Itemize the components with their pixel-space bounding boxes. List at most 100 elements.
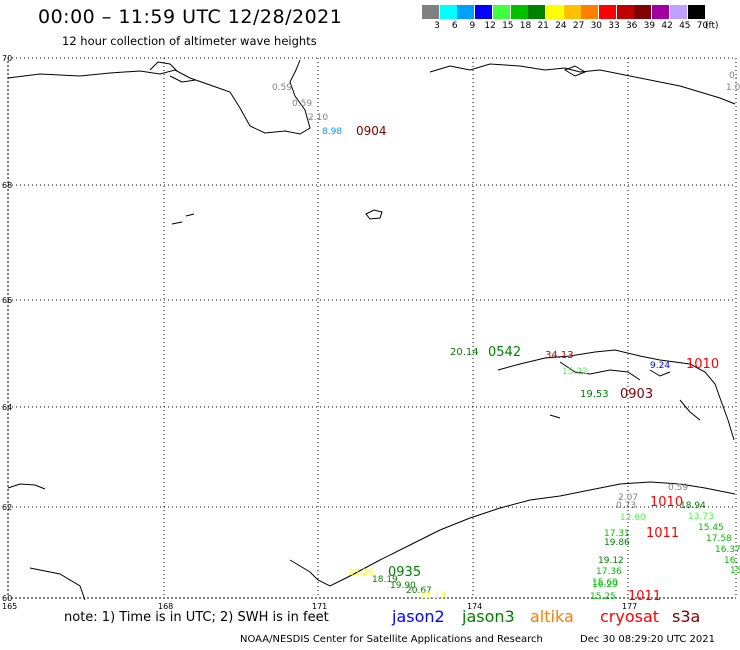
wave-height-label: 0.59 — [272, 83, 292, 93]
scale-tick-label: 70 — [696, 21, 709, 31]
wave-height-label: 17.58 — [706, 534, 732, 544]
wave-height-label: 1010 — [650, 495, 683, 510]
wave-height-label: 0.59 — [668, 483, 688, 493]
scale-swatch — [581, 5, 599, 19]
scale-tick-label: 30 — [590, 21, 603, 31]
island-islet-b — [185, 213, 195, 217]
scale-tick-label: 45 — [679, 21, 691, 31]
wave-height-label: 19.53 — [580, 389, 609, 400]
legend-jason2: jason2 — [392, 607, 445, 626]
scale-tick-label: 39 — [643, 21, 656, 31]
footnote: note: 1) Time is in UTC; 2) SWH is in fe… — [64, 610, 329, 625]
scale-tick-label: 24 — [555, 21, 567, 31]
wave-height-label: 15.60 — [592, 578, 618, 588]
scale-swatch — [422, 5, 439, 19]
scale-swatch — [652, 5, 670, 19]
scale-tick-label: 18 — [519, 21, 532, 31]
timestamp: Dec 30 08:29:20 UTC 2021 — [580, 634, 715, 645]
scale-unit: (ft) — [705, 21, 719, 31]
wave-height-label: 20.14 — [450, 347, 479, 358]
wave-height-label: 0904 — [356, 124, 387, 138]
scale-swatch — [528, 5, 546, 19]
wave-height-label: 17.36 — [596, 567, 622, 577]
scale-tick-label: 42 — [661, 21, 673, 31]
scale-swatch — [687, 5, 705, 19]
wave-height-label: 16. — [724, 556, 738, 566]
wave-height-label: 0. — [729, 71, 738, 81]
wave-height-label: 19.90 — [390, 581, 416, 591]
latitude-label: 68 — [2, 181, 12, 190]
map-subtitle: 12 hour collection of altimeter wave hei… — [62, 34, 317, 48]
scale-swatch — [510, 5, 528, 19]
wave-height-label: 0903 — [620, 387, 653, 402]
scale-swatch — [545, 5, 563, 19]
legend-jason3: jason3 — [462, 607, 515, 626]
scale-swatch — [669, 5, 687, 19]
wave-height-label: 13.73 — [688, 512, 714, 522]
wave-height-label: 15.22 — [562, 367, 588, 377]
wave-height-label: 18.19 — [372, 575, 398, 585]
scale-swatch — [616, 5, 634, 19]
coastline-seward — [497, 349, 735, 441]
scale-tick-label: 21 — [537, 21, 549, 31]
scale-swatch — [599, 5, 616, 19]
scale-tick-label: 12 — [484, 21, 496, 31]
coastline-chukotka — [7, 59, 311, 135]
latitude-label: 60 — [2, 594, 12, 603]
legend-altika: altika — [530, 607, 574, 626]
map-frame — [7, 57, 737, 599]
coastline-norton — [549, 399, 701, 421]
scale-tick-label: 3 — [434, 21, 440, 31]
wave-height-label: 1011 — [646, 526, 679, 541]
scale-swatch — [439, 5, 457, 19]
island-small — [563, 65, 587, 77]
wave-height-label: 19.12 — [598, 556, 624, 566]
scale-tick-label: 6 — [451, 21, 458, 31]
island-st-lawrence-west — [365, 209, 383, 220]
legend-cryosat: cryosat — [600, 607, 660, 626]
scale-tick-label: 33 — [608, 21, 620, 31]
latitude-label: 62 — [2, 503, 12, 512]
scale-tick-label: 15 — [502, 21, 514, 31]
scale-swatch — [475, 5, 493, 19]
wave-height-label: 1010 — [686, 357, 719, 372]
coastline-alaska-north — [429, 63, 736, 105]
wave-height-label: 1.0 — [726, 83, 740, 93]
longitude-label: 177 — [622, 602, 637, 611]
latitude-label: 66 — [2, 296, 12, 305]
scale-tick-label: 27 — [572, 21, 585, 31]
wave-height-label: 8.98 — [322, 127, 342, 137]
coastlines — [7, 59, 736, 601]
wave-height-label: 23.26 — [348, 568, 374, 578]
wave-height-label: 0.59 — [292, 99, 312, 109]
wave-height-label: 15 — [730, 566, 740, 576]
latitude-label: 70 — [2, 54, 12, 63]
credit: NOAA/NESDIS Center for Satellite Applica… — [240, 634, 543, 645]
wave-height-label: 21.13 — [420, 591, 446, 601]
wave-height-label: 34.13 — [545, 350, 574, 361]
wave-height-label: 9.24 — [650, 361, 670, 371]
latitude-label: 64 — [2, 403, 12, 412]
legend-s3a: s3a — [672, 607, 701, 626]
wave-height-label: 0.73 — [616, 501, 636, 511]
island-islet-a — [171, 221, 183, 225]
wave-height-label: 20.67 — [406, 586, 432, 596]
scale-tick-label: 36 — [625, 21, 638, 31]
longitude-label: 168 — [158, 602, 173, 611]
wave-height-label: 17.31 — [604, 529, 630, 539]
map-title: 00:00 – 11:59 UTC 12/28/2021 — [38, 6, 343, 28]
longitude-label: 165 — [2, 602, 17, 611]
scale-tick-label: 9 — [469, 21, 476, 31]
scale-swatch — [457, 5, 475, 19]
wave-height-label: 12.60 — [620, 513, 646, 523]
wave-height-label: 16.37 — [715, 545, 740, 555]
wave-height-label: 2.07 — [618, 493, 638, 503]
scale-swatch — [634, 5, 652, 19]
longitude-label: 174 — [467, 602, 482, 611]
wave-height-label: 15.25 — [590, 592, 616, 602]
longitude-label: 171 — [312, 602, 327, 611]
wave-height-label: 0935 — [388, 565, 421, 580]
